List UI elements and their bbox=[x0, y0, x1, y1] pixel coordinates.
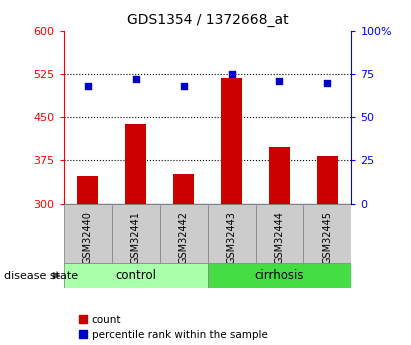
Bar bbox=[77, 176, 99, 204]
Text: control: control bbox=[115, 269, 156, 282]
Bar bbox=[316, 156, 338, 204]
Bar bbox=[208, 204, 256, 264]
Text: GSM32443: GSM32443 bbox=[226, 211, 236, 264]
Bar bbox=[173, 174, 194, 204]
Text: GSM32442: GSM32442 bbox=[179, 211, 189, 264]
Bar bbox=[159, 204, 208, 264]
Bar bbox=[64, 263, 208, 288]
Point bbox=[324, 80, 331, 86]
Title: GDS1354 / 1372668_at: GDS1354 / 1372668_at bbox=[127, 13, 289, 27]
Point bbox=[132, 77, 139, 82]
Text: GSM32441: GSM32441 bbox=[131, 211, 141, 264]
Text: GSM32440: GSM32440 bbox=[83, 211, 92, 264]
Bar bbox=[64, 204, 112, 264]
Text: cirrhosis: cirrhosis bbox=[255, 269, 304, 282]
Text: GSM32445: GSM32445 bbox=[323, 211, 332, 264]
Bar bbox=[269, 147, 290, 204]
Text: GSM32444: GSM32444 bbox=[275, 211, 284, 264]
Legend: count, percentile rank within the sample: count, percentile rank within the sample bbox=[79, 315, 268, 340]
Bar bbox=[256, 204, 303, 264]
Bar bbox=[221, 78, 242, 204]
Text: disease state: disease state bbox=[4, 271, 78, 281]
Point bbox=[276, 78, 283, 84]
Bar bbox=[125, 124, 146, 204]
Bar bbox=[208, 263, 351, 288]
Bar bbox=[303, 204, 351, 264]
Point bbox=[180, 83, 187, 89]
Bar bbox=[112, 204, 159, 264]
Point bbox=[228, 71, 235, 77]
Point bbox=[84, 83, 91, 89]
